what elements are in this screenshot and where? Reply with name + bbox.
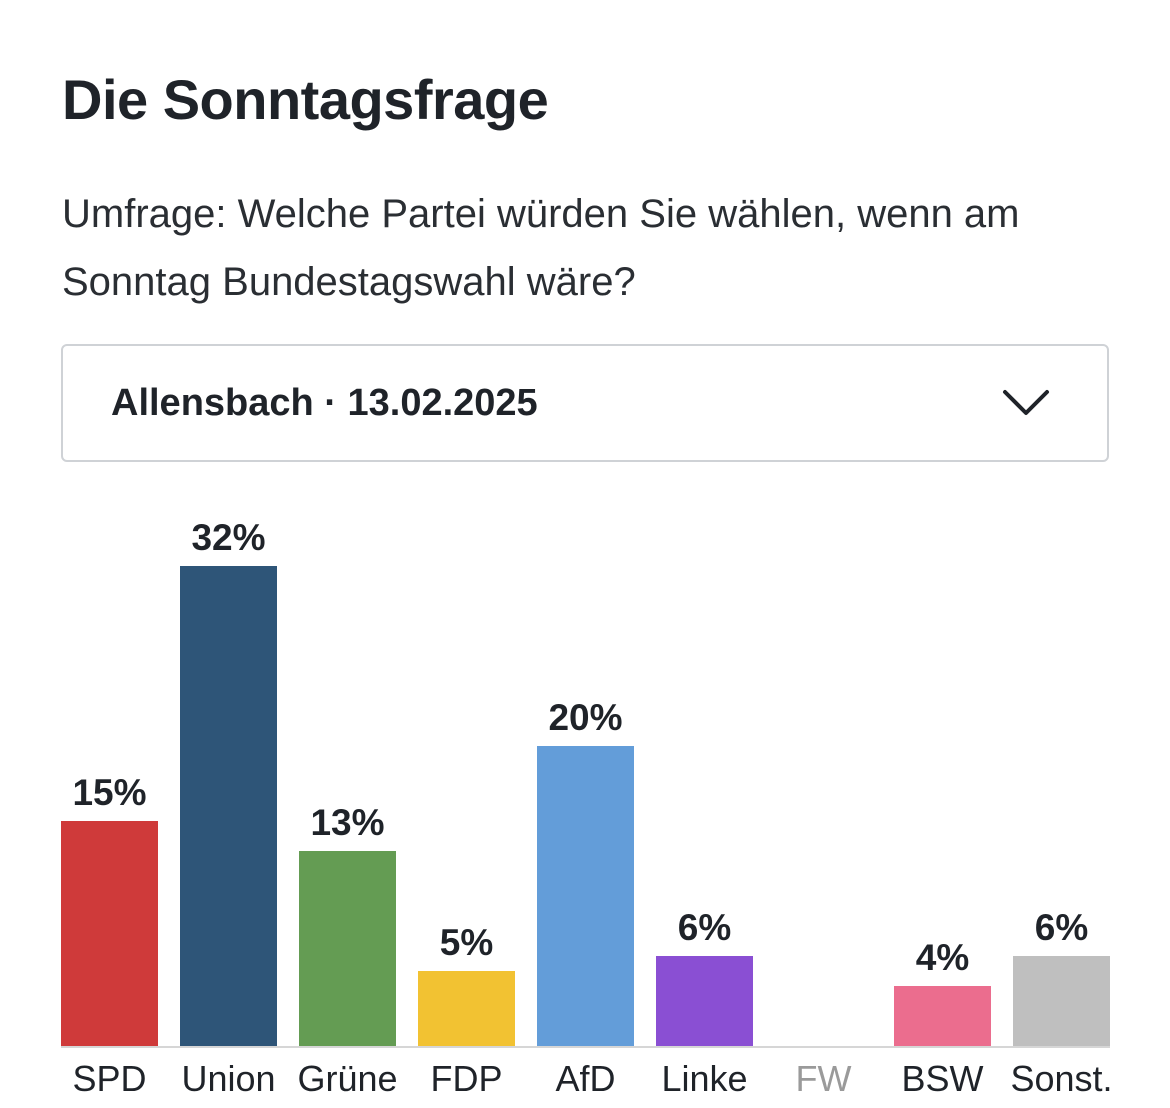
x-tick-sonst: Sonst. (1010, 1058, 1112, 1099)
data-label-fdp: 5% (440, 922, 493, 963)
poll-question: Umfrage: Welche Partei würden Sie wählen… (62, 192, 1020, 304)
bar-spd (61, 821, 158, 1046)
bar-fdp (418, 971, 515, 1046)
x-tick-fw: FW (796, 1058, 852, 1099)
data-label-spd: 15% (72, 772, 146, 813)
page-title: Die Sonntagsfrage (62, 68, 549, 131)
data-label-union: 32% (191, 517, 265, 558)
data-label-afd: 20% (548, 697, 622, 738)
chevron-down-icon (1003, 390, 1049, 415)
data-label-grne: 13% (310, 802, 384, 843)
x-tick-linke: Linke (661, 1058, 747, 1099)
poll-selector-value: Allensbach · 13.02.2025 (111, 382, 538, 424)
x-tick-bsw: BSW (901, 1058, 983, 1099)
bar-bsw (894, 986, 991, 1046)
x-tick-grne: Grüne (297, 1058, 397, 1099)
bar-linke (656, 956, 753, 1046)
poll-selector-dropdown[interactable]: Allensbach · 13.02.2025 (61, 344, 1109, 462)
bar-grne (299, 851, 396, 1046)
data-label-sonst: 6% (1035, 907, 1088, 948)
data-label-linke: 6% (678, 907, 731, 948)
data-label-bsw: 4% (916, 937, 969, 978)
bar-sonst (1013, 956, 1110, 1046)
bar-afd (537, 746, 634, 1046)
x-tick-afd: AfD (555, 1058, 615, 1099)
x-tick-spd: SPD (72, 1058, 146, 1099)
poll-bar-chart: 15% SPD 32% Union 13% Grüne 5% FDP 20% AfD 6% Linke… (61, 517, 1113, 1099)
x-tick-fdp: FDP (431, 1058, 503, 1099)
x-tick-union: Union (181, 1058, 275, 1099)
bar-union (180, 566, 277, 1046)
